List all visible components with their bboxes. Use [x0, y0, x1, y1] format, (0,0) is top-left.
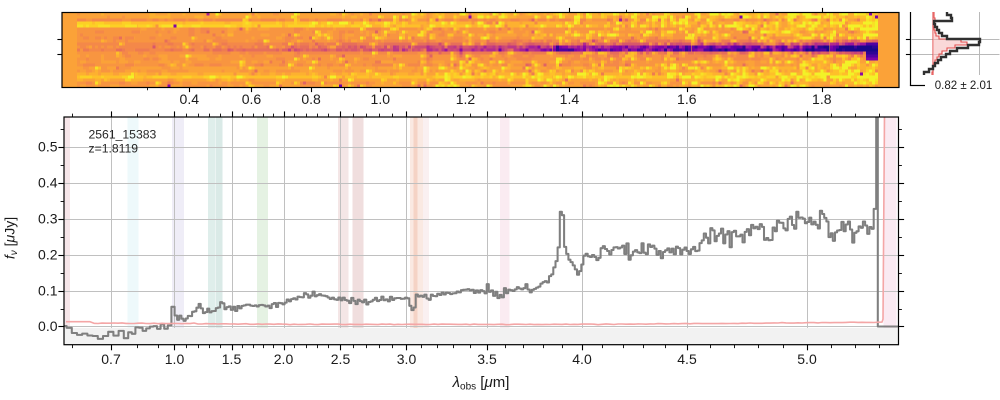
- svg-text:0.2: 0.2: [38, 246, 58, 262]
- svg-text:0.6: 0.6: [242, 91, 262, 107]
- svg-text:5.0: 5.0: [797, 351, 817, 367]
- svg-text:1.6: 1.6: [677, 91, 697, 107]
- svg-text:4.0: 4.0: [572, 351, 592, 367]
- svg-text:0.3: 0.3: [38, 211, 58, 227]
- svg-text:1.0: 1.0: [371, 91, 391, 107]
- svg-text:2.5: 2.5: [331, 351, 351, 367]
- svg-text:3.5: 3.5: [477, 351, 497, 367]
- svg-text:2561_15383: 2561_15383: [89, 127, 157, 141]
- svg-text:1.5: 1.5: [222, 351, 242, 367]
- svg-text:3.0: 3.0: [397, 351, 417, 367]
- svg-text:0.4: 0.4: [38, 175, 58, 191]
- svg-text:fν [μJy]: fν [μJy]: [2, 217, 21, 259]
- svg-text:0.8: 0.8: [301, 91, 321, 107]
- svg-text:1.2: 1.2: [456, 91, 476, 107]
- svg-text:0.82 ± 2.01: 0.82 ± 2.01: [935, 80, 992, 92]
- svg-text:1.4: 1.4: [560, 91, 580, 107]
- svg-text:0.4: 0.4: [180, 91, 200, 107]
- svg-text:z=1.8119: z=1.8119: [89, 141, 139, 155]
- svg-text:0.5: 0.5: [38, 139, 58, 155]
- svg-text:λobs [μm]: λobs [μm]: [452, 374, 510, 393]
- svg-text:4.5: 4.5: [677, 351, 697, 367]
- svg-text:0.1: 0.1: [38, 282, 58, 298]
- svg-text:0.0: 0.0: [38, 318, 58, 334]
- svg-text:2.0: 2.0: [274, 351, 294, 367]
- svg-text:0.7: 0.7: [101, 351, 121, 367]
- svg-text:1.8: 1.8: [812, 91, 832, 107]
- svg-text:1.0: 1.0: [165, 351, 185, 367]
